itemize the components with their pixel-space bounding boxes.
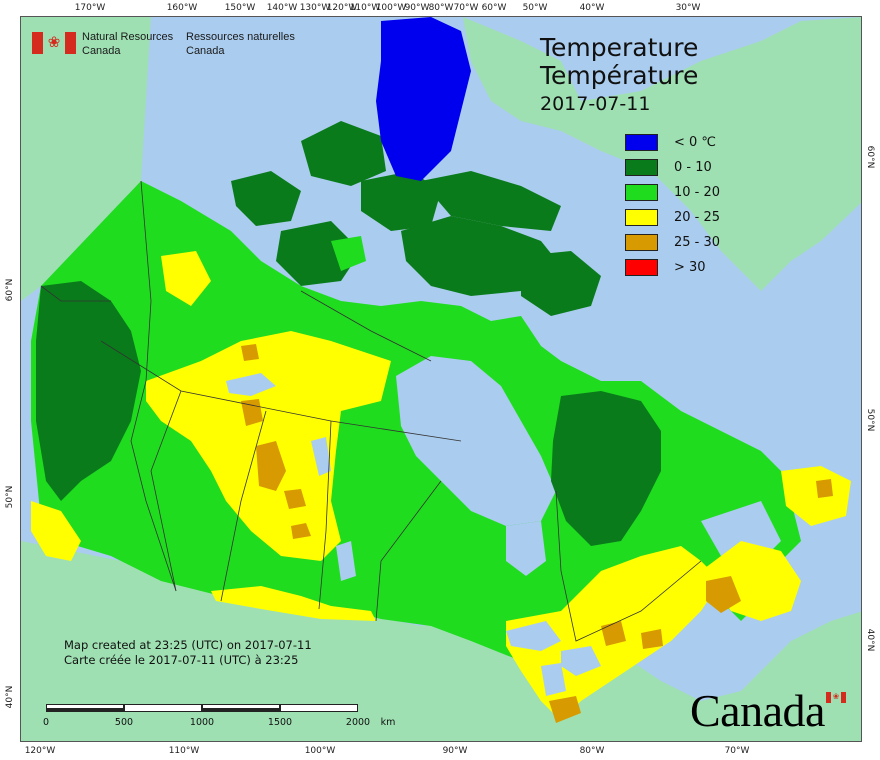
tick-label: 60°W xyxy=(481,3,507,13)
tick-label: 30°W xyxy=(675,3,701,13)
scale-label: 0 xyxy=(42,717,50,728)
legend-swatch xyxy=(625,234,658,251)
alaska-land xyxy=(21,17,151,301)
tick-label: 60°N xyxy=(865,145,875,169)
tick-label: 40°N xyxy=(5,685,15,709)
map-credit: Map created at 23:25 (UTC) on 2017-07-11… xyxy=(64,638,312,668)
map-title-block: Temperature Température 2017-07-11 xyxy=(540,34,698,118)
credit-en: Map created at 23:25 (UTC) on 2017-07-11 xyxy=(64,638,312,652)
map-canvas xyxy=(21,17,861,741)
tick-label: 110°W xyxy=(168,746,200,756)
scale-label: 1500 xyxy=(267,717,293,728)
tick-label: 140°W xyxy=(266,3,298,13)
legend-swatch xyxy=(625,134,658,151)
org-name-en: Natural Resources Canada xyxy=(82,31,174,57)
canada-flag-icon: ❀ xyxy=(32,32,76,54)
usa-land xyxy=(21,541,861,741)
tick-label: 60°N xyxy=(5,278,15,302)
west-coast-cool xyxy=(36,281,141,501)
tick-label: 90°W xyxy=(404,3,430,13)
tick-label: 70°W xyxy=(453,3,479,13)
scale-segment xyxy=(280,704,358,712)
tick-label: 70°W xyxy=(724,746,750,756)
scale-label: 1000 xyxy=(189,717,215,728)
tick-label: 120°W xyxy=(24,746,56,756)
tick-label: 50°W xyxy=(522,3,548,13)
legend-label: 0 - 10 xyxy=(674,160,712,175)
tick-label: 110°W xyxy=(349,3,381,13)
tick-label: 40°N xyxy=(865,628,875,652)
map-title-en: Temperature xyxy=(540,33,699,62)
prairie-lakes xyxy=(226,373,356,581)
yukon-warm-patch xyxy=(161,251,211,306)
tick-label: 130°W xyxy=(299,3,331,13)
arctic-islands xyxy=(231,17,601,316)
legend-swatch xyxy=(625,159,658,176)
credit-fr: Carte créée le 2017-07-11 (UTC) à 23:25 xyxy=(64,653,299,667)
legend-label: 20 - 25 xyxy=(674,210,721,225)
tick-label: 150°W xyxy=(224,3,256,13)
tick-label: 80°W xyxy=(579,746,605,756)
legend-swatch xyxy=(625,259,658,276)
newfoundland-warm xyxy=(781,466,851,526)
tick-label: 170°W xyxy=(74,3,106,13)
legend-swatch xyxy=(625,209,658,226)
tick-label: 50°N xyxy=(5,485,15,509)
james-bay xyxy=(506,521,546,576)
tick-label: 100°W xyxy=(375,3,407,13)
scale-label: 2000 xyxy=(345,717,371,728)
hot-spots xyxy=(241,344,833,723)
scale-label: 500 xyxy=(114,717,134,728)
tick-label: 120°W xyxy=(326,3,358,13)
bc-south-warm xyxy=(31,501,81,561)
legend-swatch xyxy=(625,184,658,201)
map-title-fr: Température xyxy=(540,61,699,90)
scale-segment-fill xyxy=(202,708,280,712)
greenland-land xyxy=(463,17,861,291)
tick-label: 80°W xyxy=(428,3,454,13)
map-date: 2017-07-11 xyxy=(540,93,651,115)
org-name-fr: Ressources naturelles Canada xyxy=(186,31,295,57)
wordmark-flag-icon: ❀ xyxy=(826,692,846,703)
canada-wordmark: Canada xyxy=(690,685,825,736)
legend-label: 10 - 20 xyxy=(674,185,721,200)
legend-label: < 0 ℃ xyxy=(674,135,717,150)
temperature-map xyxy=(20,16,862,742)
tick-label: 90°W xyxy=(442,746,468,756)
quebec-cool-zone xyxy=(551,391,661,546)
hudson-bay xyxy=(396,356,556,526)
southern-prairies-warm xyxy=(211,586,376,621)
scale-segment-fill xyxy=(46,708,124,712)
province-boundaries xyxy=(40,180,702,642)
scale-segment xyxy=(124,704,202,712)
legend-label: > 30 xyxy=(674,260,706,275)
tick-label: 100°W xyxy=(304,746,336,756)
tick-label: 40°W xyxy=(579,3,605,13)
tick-label: 160°W xyxy=(166,3,198,13)
legend-label: 25 - 30 xyxy=(674,235,721,250)
great-lakes xyxy=(506,621,601,696)
tick-label: 50°N xyxy=(865,408,875,432)
scale-unit: km xyxy=(380,717,396,728)
